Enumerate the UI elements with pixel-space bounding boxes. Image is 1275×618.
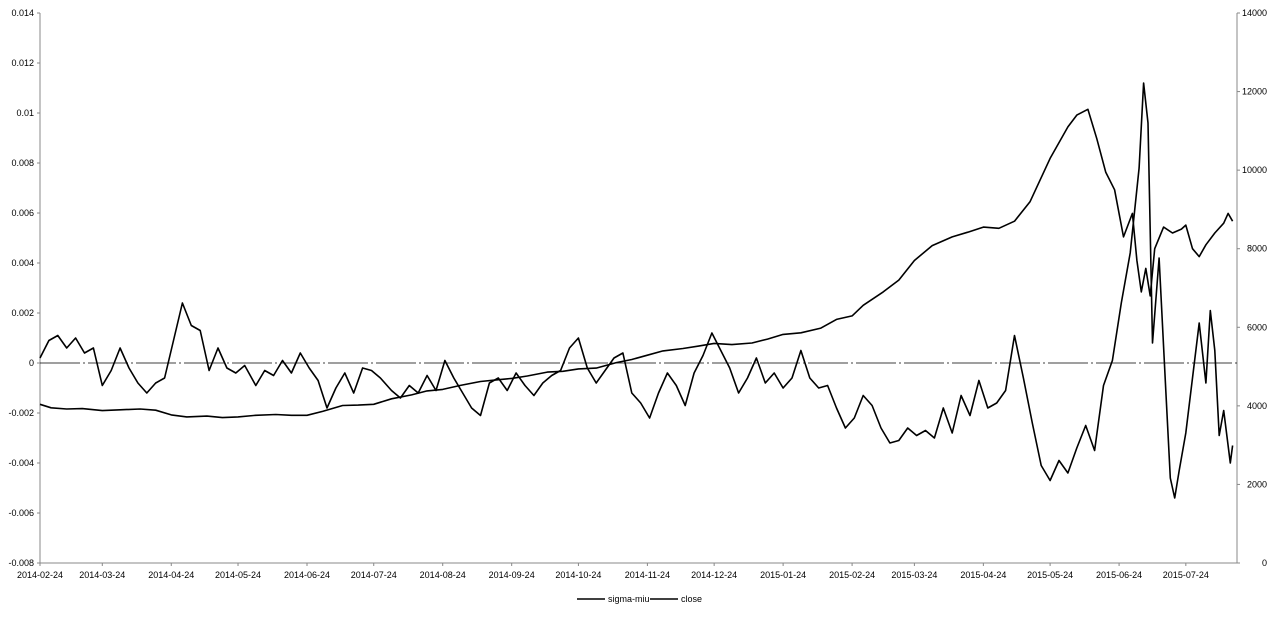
right-tick-label: 2000 bbox=[1247, 479, 1267, 489]
x-tick-label: 2014-11-24 bbox=[625, 570, 670, 580]
x-tick-label: 2015-05-24 bbox=[1027, 570, 1073, 580]
x-tick-label: 2014-05-24 bbox=[215, 570, 261, 580]
left-tick-label: 0.002 bbox=[11, 308, 34, 318]
x-tick-label: 2014-09-24 bbox=[489, 570, 535, 580]
left-tick-label: 0 bbox=[29, 358, 34, 368]
series-layer bbox=[39, 82, 1234, 499]
x-tick-label: 2014-12-24 bbox=[691, 570, 737, 580]
left-tick-label: -0.004 bbox=[8, 458, 34, 468]
legend-label: sigma-miu bbox=[608, 594, 650, 604]
series-line-sigma-miu bbox=[39, 82, 1234, 499]
series-line-close bbox=[39, 108, 1234, 419]
axes-layer: -0.008 -0.006 -0.004 -0.002 0 0.002 0.004 0.006… bbox=[8, 8, 1267, 580]
left-tick-label: 0.004 bbox=[11, 258, 34, 268]
x-tick-label: 2014-06-24 bbox=[284, 570, 330, 580]
x-tick-label: 2015-06-24 bbox=[1096, 570, 1142, 580]
x-tick-label: 2015-02-24 bbox=[829, 570, 875, 580]
x-tick-label: 2014-08-24 bbox=[420, 570, 466, 580]
x-tick-label: 2014-02-24 bbox=[17, 570, 63, 580]
left-tick-label: -0.006 bbox=[8, 508, 34, 518]
x-tick-label: 2015-01-24 bbox=[760, 570, 806, 580]
left-tick-label: 0.006 bbox=[11, 208, 34, 218]
x-tick-label: 2014-07-24 bbox=[351, 570, 397, 580]
left-tick-label: -0.008 bbox=[8, 558, 34, 568]
right-tick-label: 8000 bbox=[1247, 244, 1267, 254]
left-tick-label: 0.008 bbox=[11, 158, 34, 168]
right-tick-label: 6000 bbox=[1247, 322, 1267, 332]
x-tick-label: 2015-03-24 bbox=[891, 570, 937, 580]
left-tick-label: 0.012 bbox=[11, 58, 34, 68]
right-tick-label: 14000 bbox=[1242, 8, 1267, 18]
x-tick-label: 2015-07-24 bbox=[1163, 570, 1209, 580]
x-tick-label: 2014-04-24 bbox=[148, 570, 194, 580]
right-tick-label: 0 bbox=[1262, 558, 1267, 568]
x-tick-label: 2014-03-24 bbox=[79, 570, 125, 580]
legend-label: close bbox=[681, 594, 702, 604]
x-tick-label: 2014-10-24 bbox=[555, 570, 601, 580]
left-tick-label: 0.014 bbox=[11, 8, 34, 18]
left-tick-label: 0.01 bbox=[16, 108, 34, 118]
right-tick-label: 12000 bbox=[1242, 87, 1267, 97]
right-tick-label: 10000 bbox=[1242, 165, 1267, 175]
x-tick-label: 2015-04-24 bbox=[960, 570, 1006, 580]
left-tick-label: -0.002 bbox=[8, 408, 34, 418]
right-tick-label: 4000 bbox=[1247, 401, 1267, 411]
legend: sigma-miu close bbox=[577, 594, 702, 604]
